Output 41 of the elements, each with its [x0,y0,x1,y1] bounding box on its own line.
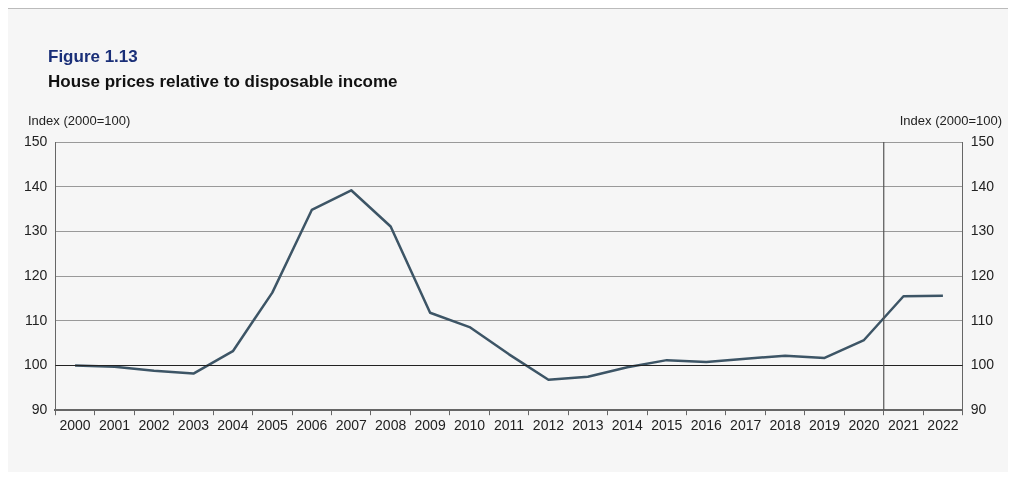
x-tick-label: 2011 [493,417,525,434]
y2-tick-label: 130 [970,222,995,239]
y2-tick-label: 90 [970,401,987,418]
x-tick-label: 2016 [690,417,723,434]
x-tick-label: 2013 [572,417,604,434]
x-tick-label: 2006 [296,417,328,434]
y-axis-title: Index (2000=100) [28,113,131,129]
x-tick-label: 2022 [927,417,959,434]
y2-tick-label: 120 [970,266,995,283]
y-tick-label: 130 [24,222,48,239]
x-tick-label: 2005 [256,417,289,434]
x-tick-label: 2004 [217,417,249,434]
y2-tick-label: 110 [970,311,994,328]
x-tick-label: 2012 [532,417,565,434]
x-tick-label: 2017 [730,417,762,434]
y2-axis-title: Index (2000=100) [899,113,1002,129]
x-tick-label: 2003 [177,417,210,434]
chart-title: Figure 1.13 [48,47,139,67]
x-tick-label: 2002 [138,417,170,434]
y2-tick-label: 100 [970,356,995,373]
x-tick-label: 2014 [611,417,644,434]
x-tick-label: 2000 [59,417,91,434]
x-tick-label: 2010 [453,417,486,434]
x-tick-label: 2020 [848,417,880,434]
chart-subtitle: House prices relative to disposable income [48,72,399,92]
x-tick-label: 2021 [887,417,920,434]
x-tick-label: 2015 [651,417,683,434]
x-tick-label: 2008 [375,417,407,434]
y2-tick-label: 140 [970,177,995,194]
x-tick-label: 2007 [335,417,367,434]
y-tick-label: 120 [24,266,48,283]
x-tick-label: 2019 [809,417,841,434]
y-tick-label: 150 [24,132,48,149]
y-tick-label: 100 [24,356,48,373]
x-tick-label: 2001 [98,417,131,434]
y-tick-label: 110 [25,311,48,328]
y-tick-label: 90 [31,401,48,418]
y-tick-label: 140 [24,177,48,194]
y2-tick-label: 150 [970,132,995,149]
x-tick-label: 2009 [414,417,446,434]
x-tick-label: 2018 [769,417,801,434]
